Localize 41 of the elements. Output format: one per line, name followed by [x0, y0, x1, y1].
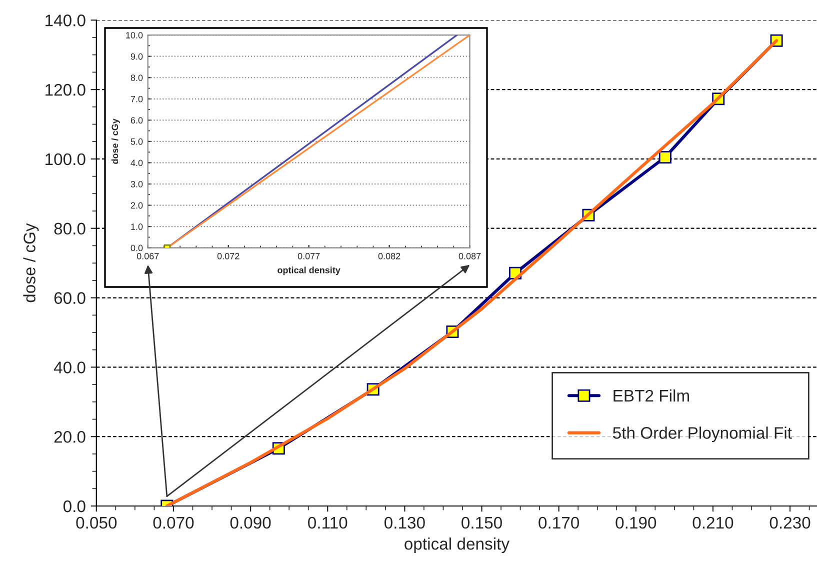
- y-tick-label: 2.0: [130, 202, 143, 209]
- y-axis-title: dose / cGy: [111, 118, 120, 164]
- y-tick-label: 20.0: [54, 430, 86, 443]
- y-tick-label: 40.0: [54, 362, 86, 374]
- x-axis-title: optical density: [278, 266, 340, 276]
- y-tick-label: 8.0: [130, 74, 143, 81]
- x-tick-label: 0.170: [538, 516, 580, 529]
- y-tick-label: 100.0: [46, 153, 86, 166]
- y-tick-label: 60.0: [54, 292, 86, 304]
- y-tick-label: 0.0: [130, 244, 143, 252]
- x-tick-label: 0.150: [462, 516, 502, 529]
- y-tick-label: 1.0: [131, 224, 143, 230]
- y-tick-label: 9.0: [130, 53, 143, 60]
- x-tick-label: 0.067: [136, 252, 159, 260]
- legend-label: 5th Order Ploynomial Fit: [612, 426, 792, 442]
- x-tick-label: 0.082: [378, 252, 400, 260]
- x-tick-label: 0.110: [308, 516, 348, 529]
- y-tick-label: 0.0: [63, 500, 86, 512]
- x-tick-label: 0.072: [217, 252, 240, 260]
- point: [658, 150, 672, 164]
- x-axis-title: optical density: [404, 538, 510, 554]
- y-tick-label: 6.0: [130, 117, 143, 124]
- x-tick-label: 0.090: [230, 516, 271, 529]
- y-tick-label: 80.0: [54, 222, 86, 235]
- x-tick-label: 0.230: [770, 516, 810, 529]
- y-tick-label: 10.0: [126, 32, 143, 38]
- y-tick-label: 4.0: [130, 160, 143, 166]
- y-tick-label: 3.0: [130, 180, 143, 188]
- x-tick-label: 0.050: [76, 516, 117, 529]
- x-tick-label: 0.070: [153, 516, 194, 529]
- x-tick-label: 0.077: [298, 252, 320, 260]
- x-tick-label: 0.130: [384, 516, 425, 529]
- x-tick-label: 0.087: [458, 252, 481, 260]
- y-tick-label: 140.0: [46, 14, 86, 26]
- y-tick-label: 120.0: [46, 84, 86, 96]
- y-tick-label: 7.0: [130, 96, 143, 102]
- x-tick-label: 0.190: [616, 516, 656, 529]
- legend-label: EBT2 Film: [614, 389, 689, 402]
- y-tick-label: 5.0: [130, 138, 143, 145]
- y-axis-title: dose / cGy: [23, 223, 39, 302]
- x-tick-label: 0.210: [692, 516, 734, 529]
